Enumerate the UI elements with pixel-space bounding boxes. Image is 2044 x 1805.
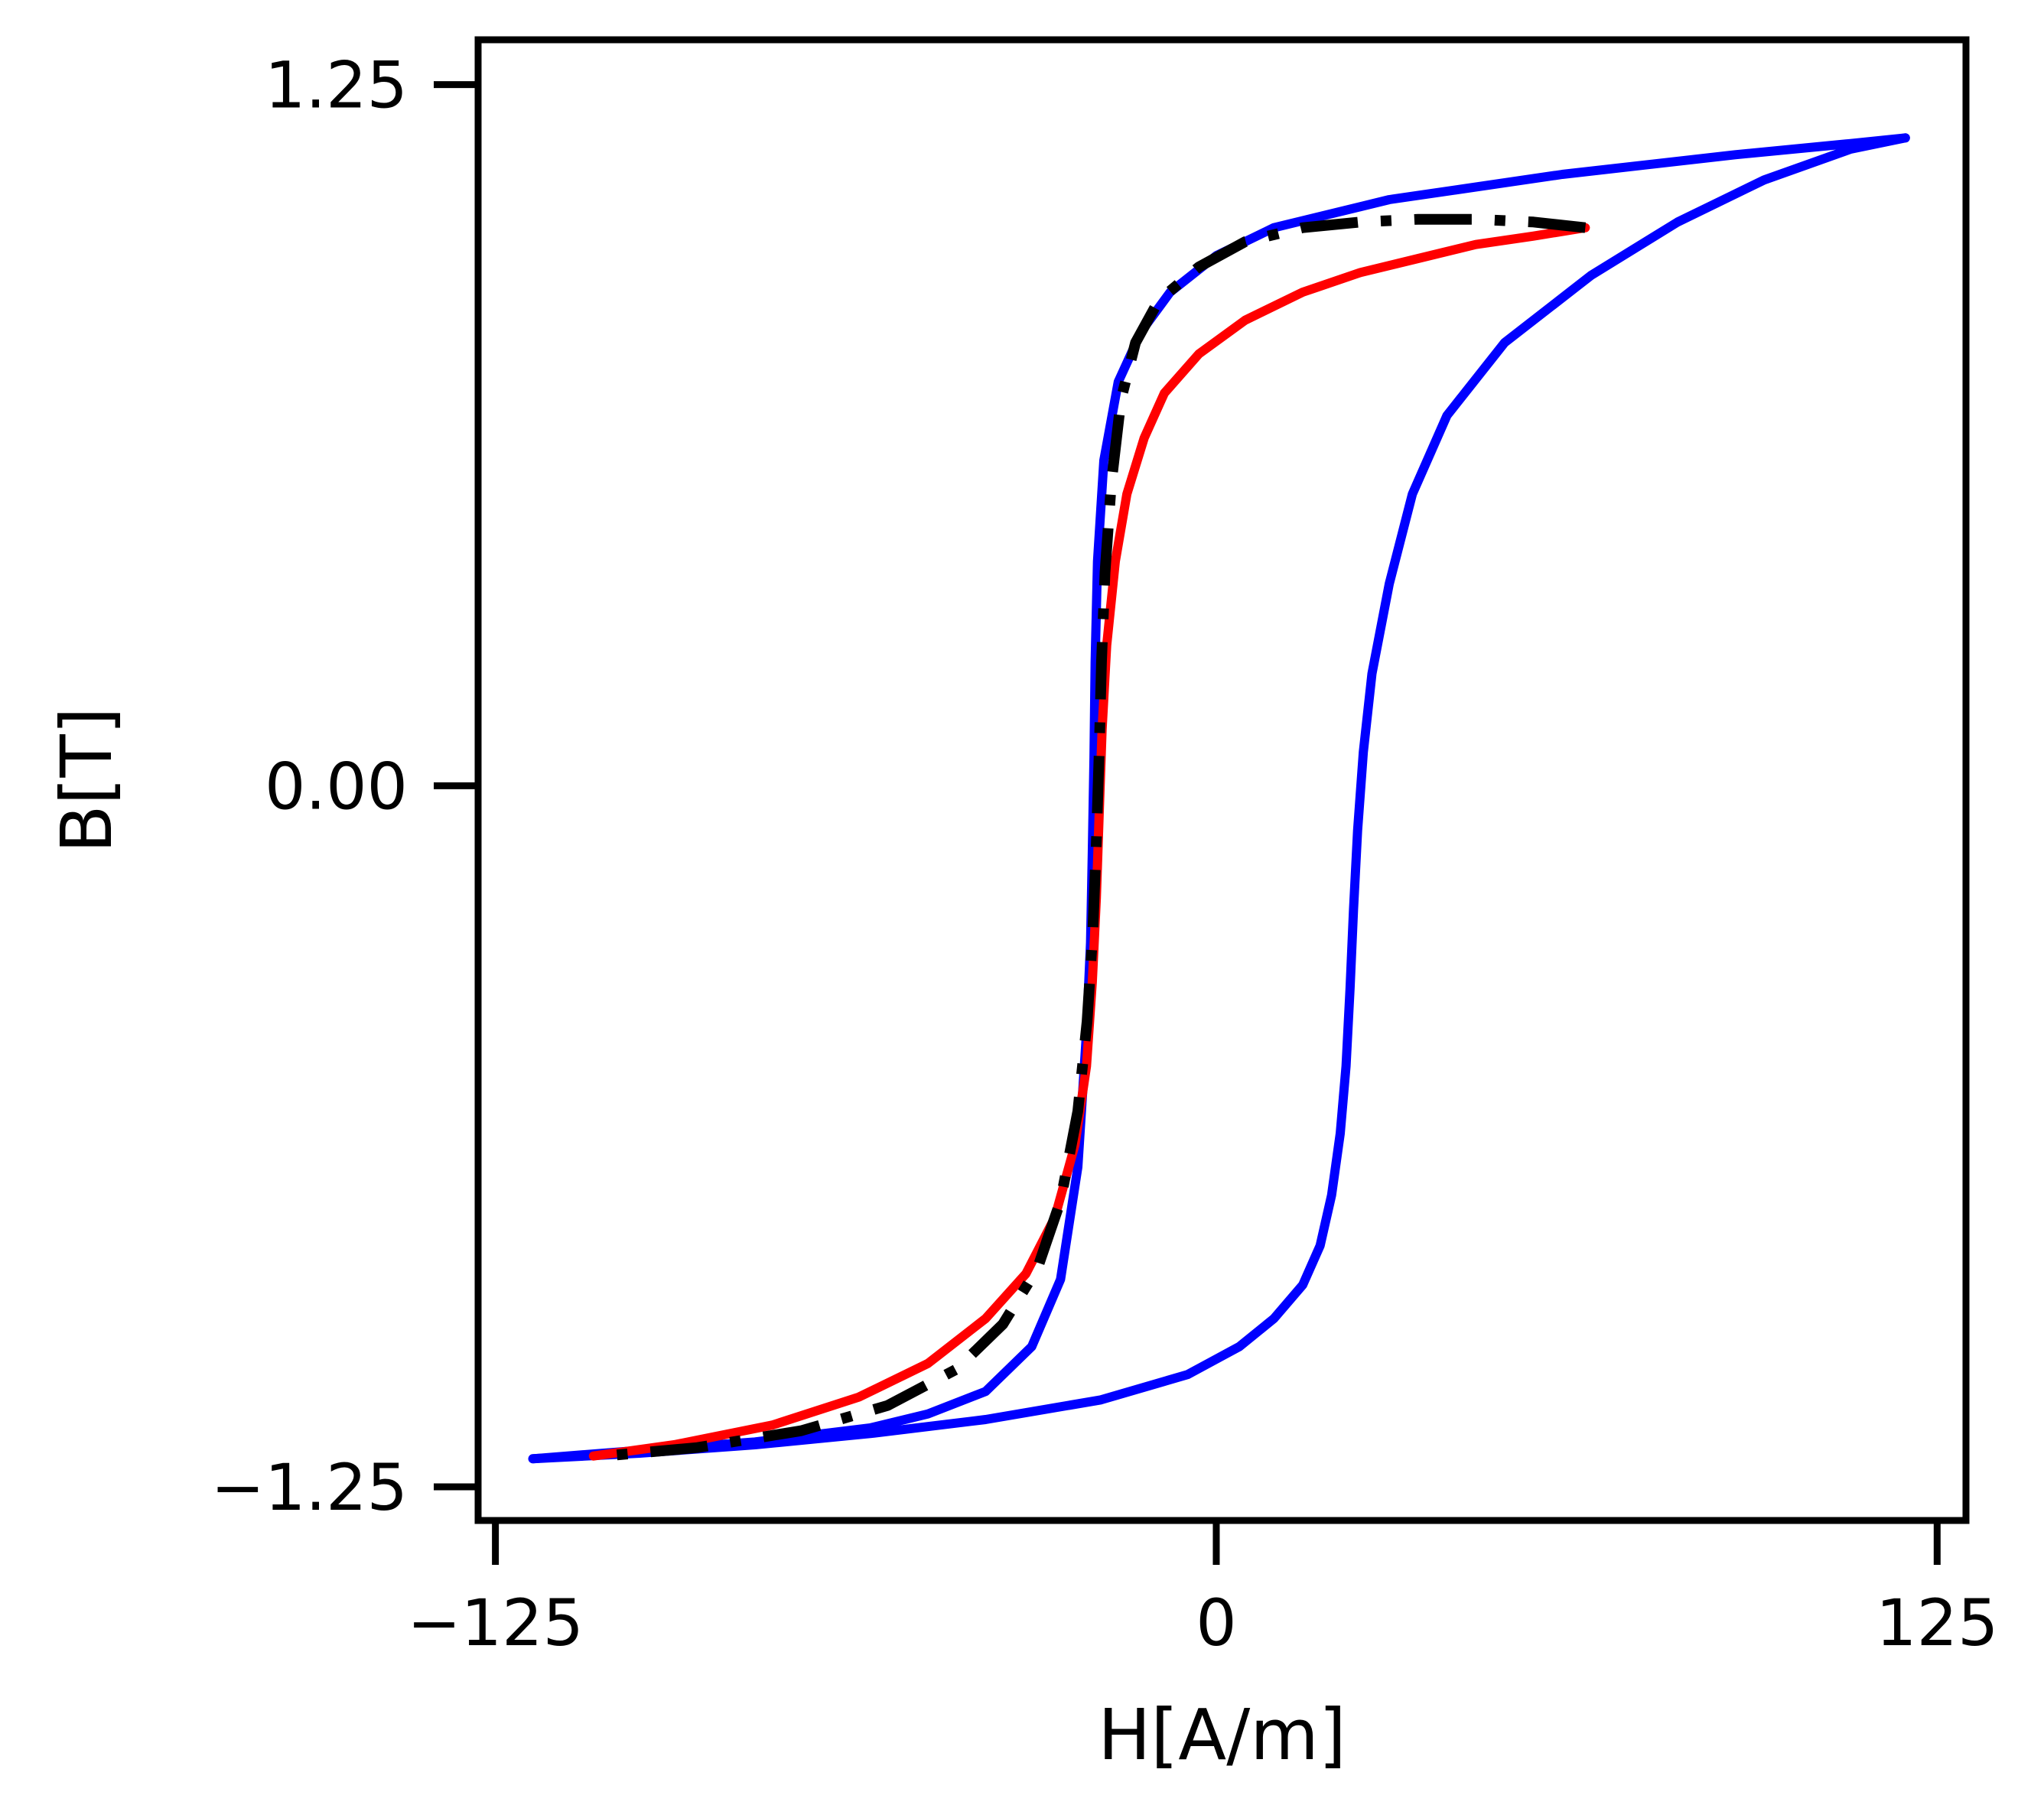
y-axis: −1.25 0.00 1.25 (211, 48, 478, 1525)
plot-frame (474, 36, 1970, 1524)
y-tick-label: 0.00 (265, 749, 408, 824)
series-line-1 (528, 133, 1910, 1464)
y-tick-label: 1.25 (265, 48, 408, 123)
x-axis: −125 0 125 (407, 1520, 1998, 1660)
x-axis-label: H[A/m] (1098, 1694, 1346, 1776)
plot-lines (528, 133, 1910, 1464)
x-tick-label: 0 (1196, 1585, 1236, 1660)
series-line-3 (604, 213, 1587, 1462)
x-tick-label: 125 (1876, 1585, 1998, 1660)
series-line-0 (528, 133, 1910, 1464)
y-axis-label: B[T] (46, 707, 128, 853)
y-tick-label: −1.25 (211, 1450, 408, 1525)
x-tick-label: −125 (407, 1585, 584, 1660)
